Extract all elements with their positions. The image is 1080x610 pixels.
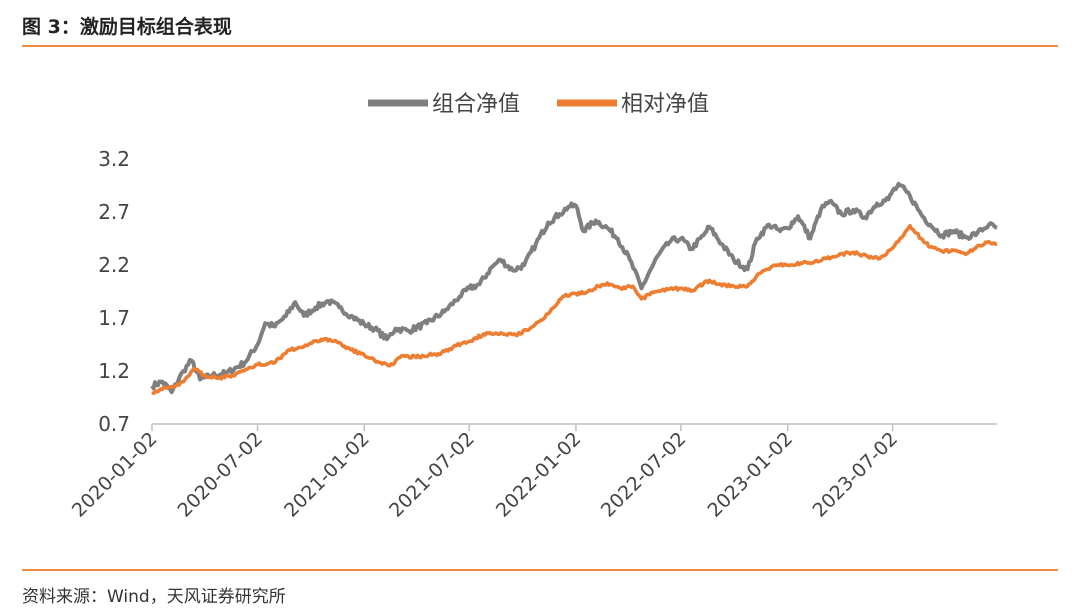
y-axis: 0.7 1.2 1.7 2.2 2.7 3.2 (98, 147, 130, 436)
source-note: 资料来源：Wind，天风证券研究所 (22, 587, 286, 607)
x-tick-label: 2020-07-02 (173, 428, 267, 522)
line-chart: 组合净值 相对净值 0.7 1.2 1.7 2.2 2.7 3.2 2020-0… (68, 92, 998, 522)
y-tick-label: 1.7 (98, 306, 130, 330)
y-tick-label: 1.2 (98, 359, 130, 383)
legend-label-portfolio: 组合净值 (432, 92, 520, 117)
y-tick-label: 0.7 (98, 412, 130, 436)
series-line-portfolio (150, 181, 998, 395)
figure-title: 图 3：激励目标组合表现 (22, 16, 232, 38)
legend: 组合净值 相对净值 (368, 92, 709, 117)
x-tick-label: 2020-01-02 (68, 428, 162, 522)
y-tick-label: 3.2 (98, 147, 130, 171)
legend-label-relative: 相对净值 (621, 92, 709, 117)
bottom-rule (22, 569, 1058, 571)
y-tick-label: 2.7 (98, 200, 130, 224)
x-tick-label: 2021-07-02 (385, 428, 479, 522)
x-tick-label: 2022-07-02 (597, 428, 691, 522)
x-tick-label: 2022-01-02 (492, 428, 586, 522)
top-rule (22, 45, 1058, 47)
x-tick-label: 2023-01-02 (704, 428, 798, 522)
x-tick-label: 2023-07-02 (809, 428, 903, 522)
series-lines (150, 181, 998, 396)
x-axis: 2020-01-02 2020-07-02 2021-01-02 2021-07-02… (68, 424, 902, 522)
x-tick-label: 2021-01-02 (280, 428, 374, 522)
y-tick-label: 2.2 (98, 253, 130, 277)
series-line-relative (151, 224, 998, 396)
